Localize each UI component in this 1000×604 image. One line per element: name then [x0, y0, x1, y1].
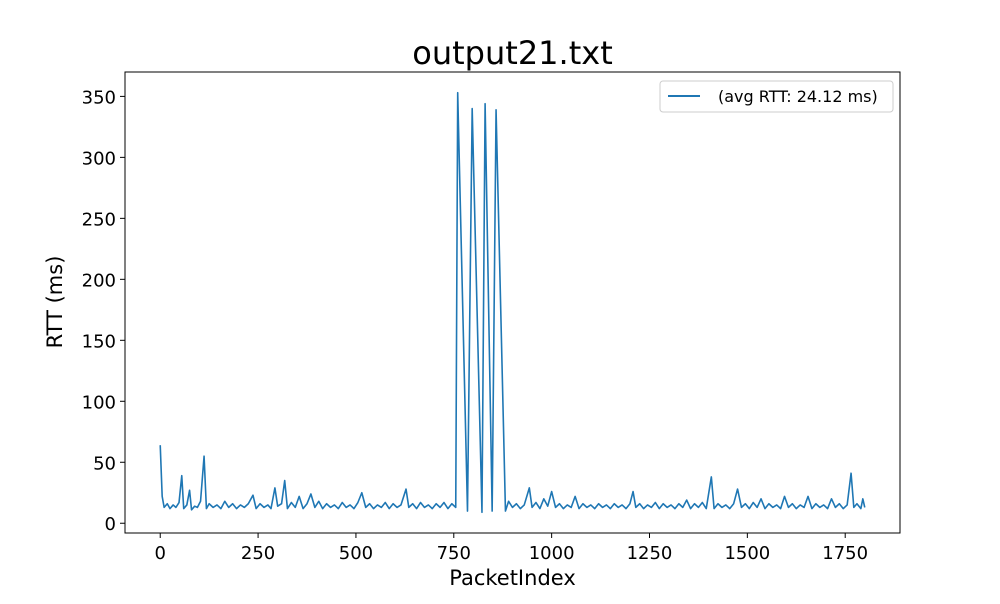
- y-tick-label: 350: [82, 87, 116, 108]
- x-tick-label: 250: [241, 543, 275, 564]
- x-tick-label: 1250: [627, 543, 673, 564]
- x-axis-label: PacketIndex: [449, 566, 576, 590]
- y-tick-label: 250: [82, 209, 116, 230]
- plot-area-frame: [124, 71, 901, 534]
- series-layer: [159, 91, 866, 514]
- x-axis: 0 250 500 750 1000 1250 1500 1750: [155, 533, 868, 564]
- x-tick-label: 1000: [529, 543, 575, 564]
- y-tick-label: 200: [82, 270, 116, 291]
- y-axis: 0 50 100 150 200 250 300 350: [82, 87, 125, 535]
- legend-label: (avg RTT: 24.12 ms): [718, 87, 878, 106]
- x-tick-label: 500: [339, 543, 373, 564]
- y-tick-label: 300: [82, 148, 116, 169]
- chart-title: output21.txt: [412, 34, 612, 72]
- x-tick-label: 1500: [724, 543, 770, 564]
- y-tick-label: 50: [93, 453, 116, 474]
- x-tick-label: 750: [437, 543, 471, 564]
- y-tick-label: 0: [105, 514, 116, 535]
- y-tick-label: 150: [82, 331, 116, 352]
- x-tick-label: 0: [155, 543, 166, 564]
- y-axis-label: RTT (ms): [43, 256, 67, 349]
- legend: (avg RTT: 24.12 ms): [659, 80, 894, 113]
- x-tick-label: 1750: [822, 543, 868, 564]
- series-line-0: [159, 91, 866, 514]
- y-tick-label: 100: [82, 392, 116, 413]
- legend-box: [659, 80, 894, 113]
